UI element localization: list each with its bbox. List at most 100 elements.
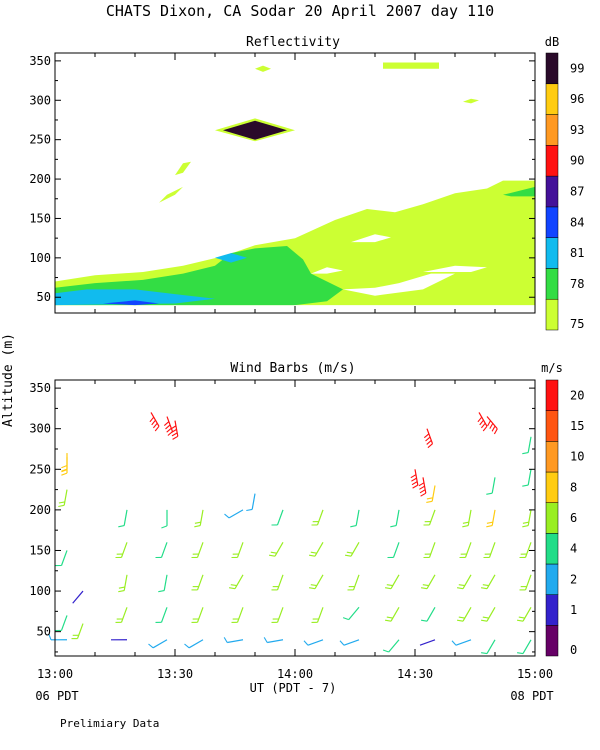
wind-barb — [194, 509, 204, 528]
x-tick-label: 13:30 — [157, 667, 193, 681]
y-tick-label: 100 — [29, 584, 51, 598]
wind-barb — [229, 574, 244, 590]
colorbar-swatch — [545, 533, 559, 565]
wind-barb — [271, 574, 284, 591]
wind-barb — [309, 542, 324, 557]
wind-speed-colorbar: 0 1 2 4 6 8 10 15 20 — [545, 379, 584, 657]
wind-barb — [382, 639, 400, 653]
wind-barb — [48, 634, 68, 641]
y-tick-label: 200 — [29, 172, 51, 186]
reflectivity-region-81db — [215, 253, 247, 263]
reflectivity-region-75db — [463, 98, 479, 104]
wind-barb — [423, 542, 436, 559]
right-date-label: 08 PDT — [510, 689, 553, 703]
colorbar-label: 78 — [570, 277, 584, 291]
wind-barb — [385, 606, 400, 622]
reflectivity-region-75db — [55, 180, 535, 306]
colorbar-label: 1 — [570, 603, 577, 617]
wind-barb — [191, 542, 204, 559]
wind-barb — [459, 542, 472, 559]
wind-barb — [55, 615, 68, 632]
wind-barb — [231, 607, 244, 623]
colorbar-swatch — [545, 145, 559, 177]
colorbar-swatch — [545, 237, 559, 269]
wind-barb — [387, 542, 400, 559]
wind-barb — [423, 428, 434, 449]
altitude-axis-label: Altitude (m) — [1, 333, 16, 427]
colorbar-swatch — [545, 625, 559, 657]
reflectivity-axes: 50 100 150 200 250 300 350 — [29, 53, 536, 313]
colorbar-swatch — [545, 441, 559, 473]
figure-title: CHATS Dixon, CA Sodar 20 April 2007 day … — [106, 2, 494, 20]
wind-barb — [345, 542, 360, 557]
wind-barb — [462, 509, 472, 528]
wind-barb — [161, 509, 168, 529]
x-tick-label: 14:30 — [397, 667, 433, 681]
wind-barb — [224, 509, 244, 519]
wind-barb — [385, 574, 400, 590]
wind-barb — [72, 590, 84, 604]
wind-barb — [486, 509, 496, 528]
wind-barb — [339, 639, 360, 646]
wind-barb — [483, 542, 496, 559]
x-axis-label: UT (PDT - 7) — [250, 681, 337, 695]
wind-barb — [271, 607, 284, 623]
reflectivity-gap — [343, 273, 455, 296]
wind-barb — [309, 574, 324, 590]
wind-barb — [223, 637, 244, 644]
colorbar-label: 20 — [570, 388, 584, 402]
wind-barb — [477, 412, 488, 432]
colorbar-label: 15 — [570, 419, 584, 433]
reflectivity-region-75db — [175, 161, 191, 176]
y-tick-label: 150 — [29, 211, 51, 225]
colorbar-swatch — [545, 298, 559, 331]
wind-speed-colorbar-unit: m/s — [541, 361, 563, 375]
y-tick-label: 150 — [29, 543, 51, 557]
wind-barb — [148, 639, 168, 649]
colorbar-swatch — [545, 268, 559, 300]
colorbar-swatch — [545, 379, 559, 411]
colorbar-label: 96 — [570, 92, 584, 106]
colorbar-label: 4 — [570, 542, 577, 556]
wind-barb — [184, 639, 204, 649]
reflectivity-region-81db — [55, 289, 215, 306]
y-tick-label: 350 — [29, 381, 51, 395]
wind-barb — [342, 606, 360, 621]
x-tick-label: 14:00 — [277, 667, 313, 681]
colorbar-label: 90 — [570, 154, 584, 168]
reflectivity-panel: Reflectivity 50 100 150 200 250 300 350 75 78 81… — [29, 35, 584, 331]
x-tick-label: 13:00 — [37, 667, 73, 681]
reflectivity-gap — [311, 267, 343, 274]
wind-barbs-panel: Wind Barbs (m/s) 5010015020025030035013:… — [29, 361, 584, 681]
reflectivity-colorbar: 75 78 81 84 87 90 93 96 99 — [545, 52, 584, 331]
wind-barb — [519, 574, 532, 591]
wind-barb — [191, 607, 204, 623]
wind-barb — [419, 639, 436, 646]
colorbar-label: 93 — [570, 123, 584, 137]
wind-barb — [519, 542, 532, 559]
reflectivity-colorbar-unit: dB — [545, 35, 559, 49]
wind-barb — [522, 436, 532, 455]
wind-barb — [115, 542, 128, 559]
wind-barb — [149, 412, 160, 432]
y-tick-label: 100 — [29, 251, 51, 265]
y-tick-label: 50 — [37, 290, 51, 304]
reflectivity-title: Reflectivity — [246, 35, 340, 50]
wind-barb — [61, 453, 68, 472]
colorbar-swatch — [545, 502, 559, 534]
reflectivity-gap — [423, 265, 487, 272]
y-tick-label: 50 — [37, 625, 51, 639]
wind-barb — [522, 509, 532, 528]
colorbar-swatch — [545, 114, 559, 146]
wind-barb — [457, 574, 472, 590]
wind-barb — [486, 477, 496, 495]
wind-barb — [522, 469, 532, 487]
colorbar-swatch — [545, 471, 559, 503]
wind-barb — [303, 639, 324, 646]
y-tick-label: 300 — [29, 422, 51, 436]
wind-barb — [55, 550, 68, 567]
colorbar-swatch — [545, 83, 559, 115]
wind-barb — [421, 574, 436, 590]
wind-barb — [163, 416, 174, 436]
y-tick-label: 250 — [29, 462, 51, 476]
